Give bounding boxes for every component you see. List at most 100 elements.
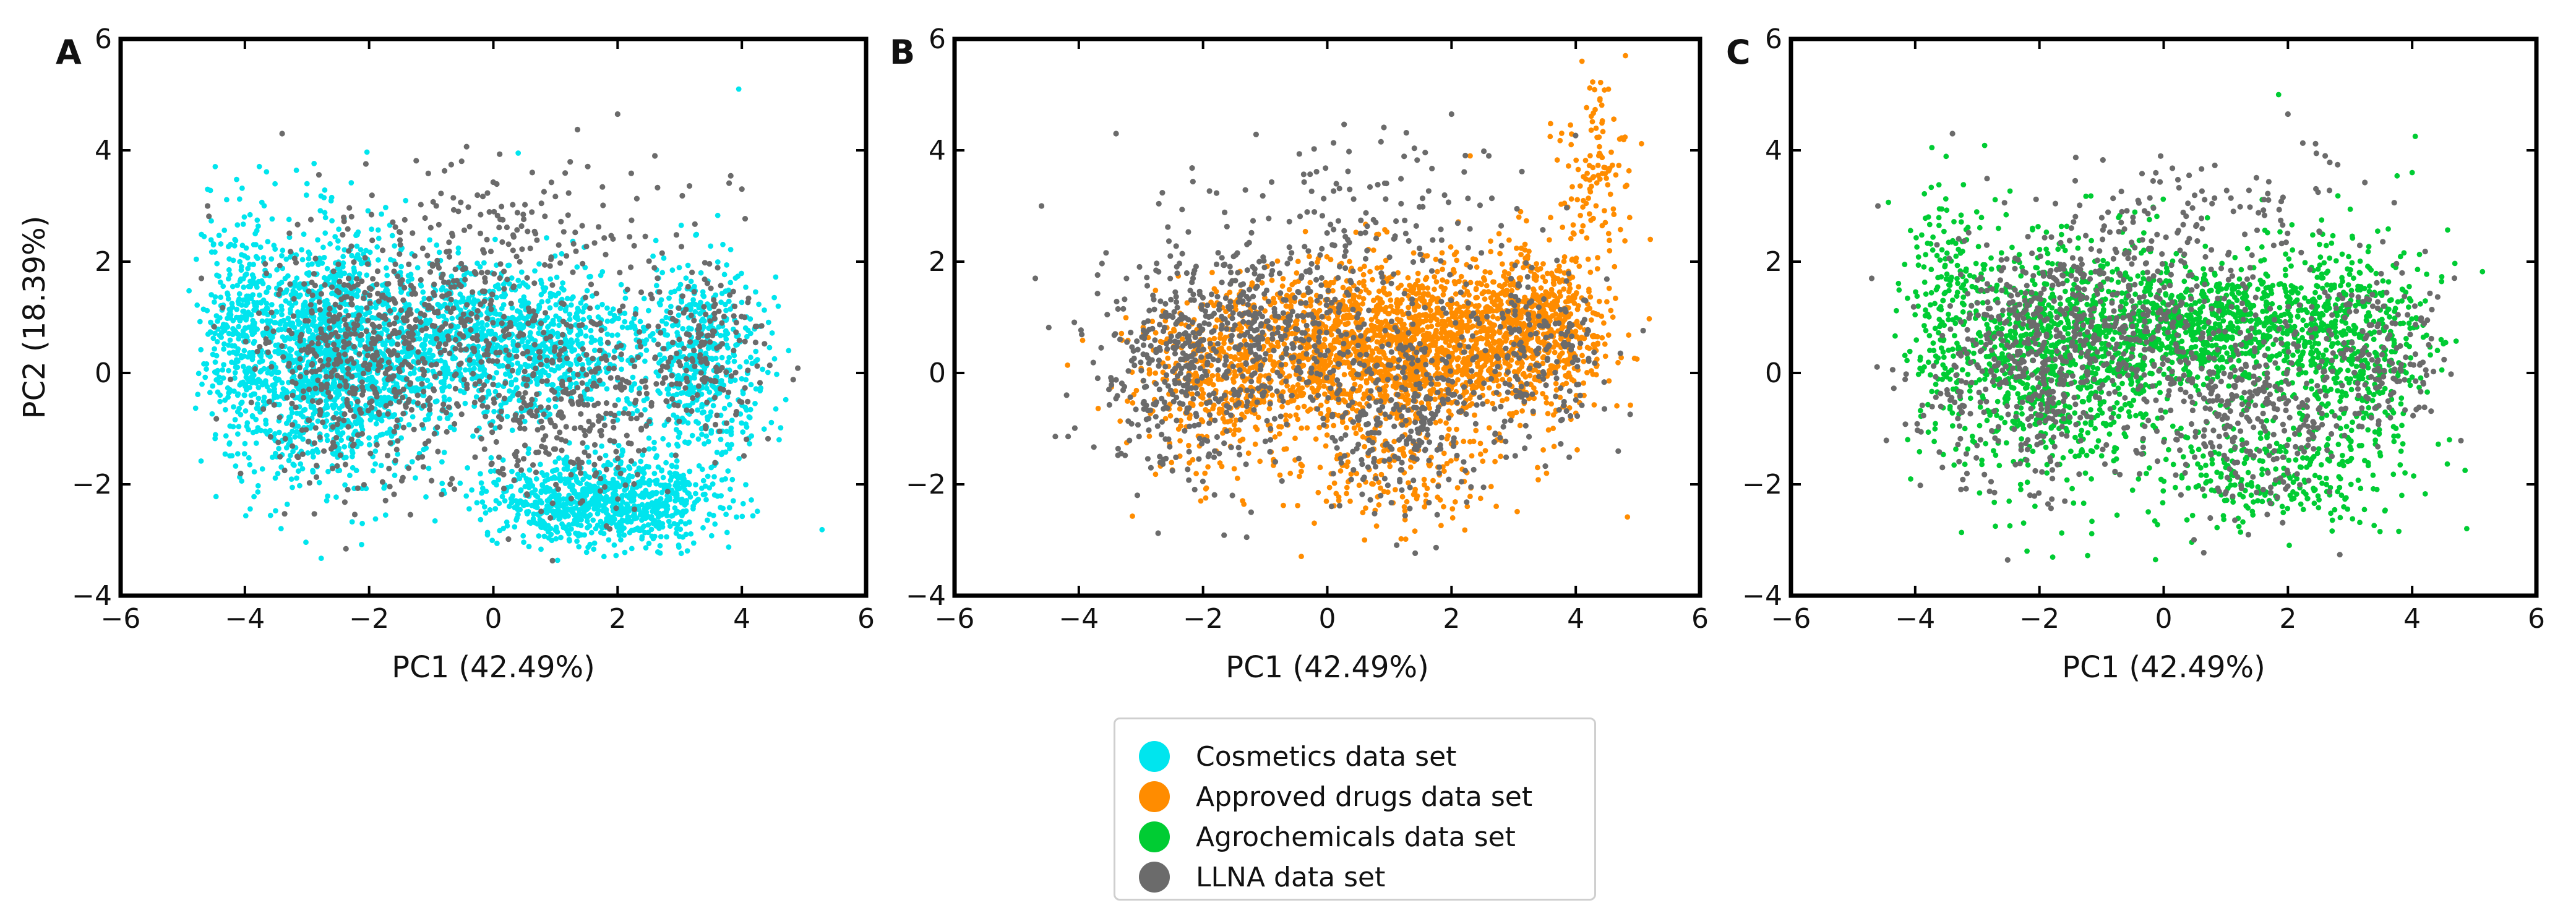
data-point — [364, 261, 371, 267]
data-point — [619, 324, 625, 330]
data-point — [639, 536, 645, 542]
data-point — [520, 533, 526, 539]
data-point — [474, 337, 481, 343]
data-point — [218, 241, 224, 247]
data-point — [598, 272, 604, 278]
data-point — [626, 507, 632, 513]
data-point — [309, 398, 316, 405]
data-point — [345, 275, 352, 281]
data-point — [320, 244, 326, 251]
data-point — [653, 481, 659, 487]
data-point — [548, 531, 554, 538]
data-point — [335, 261, 341, 267]
data-point — [748, 354, 753, 361]
data-point — [401, 216, 408, 223]
data-point — [401, 317, 408, 323]
data-point — [287, 281, 293, 287]
data-point — [423, 333, 429, 339]
data-point — [341, 443, 348, 450]
data-point — [241, 253, 247, 259]
data-point — [527, 479, 533, 486]
data-point — [674, 392, 680, 398]
data-point — [664, 534, 669, 540]
data-point — [209, 411, 215, 417]
data-point — [642, 529, 648, 536]
data-point — [587, 541, 593, 547]
data-point — [357, 332, 364, 339]
data-point — [633, 397, 639, 403]
data-point — [353, 468, 359, 473]
data-point — [387, 440, 393, 446]
data-point — [322, 282, 328, 288]
data-point — [316, 400, 322, 406]
data-point — [496, 382, 502, 388]
data-point — [538, 361, 544, 367]
data-point — [601, 531, 607, 536]
data-point — [509, 305, 515, 311]
data-point — [312, 381, 318, 387]
data-point — [536, 354, 543, 361]
data-point — [405, 273, 411, 279]
data-point — [648, 526, 655, 533]
data-point — [343, 383, 350, 390]
data-point — [410, 285, 416, 291]
data-point — [454, 278, 460, 284]
data-point — [359, 379, 365, 385]
data-point — [756, 301, 762, 307]
data-point — [693, 490, 698, 497]
data-point — [291, 255, 298, 262]
data-point — [761, 426, 767, 432]
data-point — [494, 541, 500, 546]
data-point — [609, 332, 615, 338]
data-point — [752, 401, 758, 406]
data-point — [513, 498, 519, 503]
data-point — [638, 458, 644, 465]
data-point — [255, 405, 262, 411]
data-point — [382, 512, 389, 518]
data-point — [343, 308, 349, 314]
data-point — [686, 325, 692, 331]
data-point — [510, 393, 515, 399]
data-point — [498, 408, 504, 414]
data-point — [511, 478, 517, 484]
data-point — [595, 304, 601, 311]
data-point — [464, 302, 470, 308]
data-point — [325, 493, 330, 499]
data-point — [502, 498, 508, 503]
data-point — [606, 537, 612, 543]
data-point — [655, 464, 661, 470]
data-point — [330, 290, 335, 296]
data-point — [471, 301, 477, 307]
data-point — [300, 414, 306, 420]
data-point — [695, 497, 702, 502]
data-point — [669, 323, 676, 328]
data-point — [640, 475, 646, 481]
data-point — [367, 292, 373, 298]
data-point — [331, 278, 337, 284]
data-point — [614, 332, 620, 338]
data-point — [381, 485, 387, 491]
data-point — [482, 279, 489, 285]
data-point — [385, 411, 391, 417]
data-point — [288, 306, 293, 312]
data-point — [267, 512, 273, 518]
data-point — [708, 533, 715, 539]
data-point — [351, 259, 357, 265]
data-point — [329, 218, 335, 224]
data-point — [494, 294, 500, 301]
data-point — [586, 459, 592, 465]
data-point — [352, 331, 358, 337]
data-point — [241, 348, 247, 354]
data-point — [666, 442, 672, 448]
data-point — [552, 403, 559, 409]
data-point — [309, 322, 316, 328]
data-point — [523, 316, 529, 322]
data-point — [492, 283, 499, 289]
data-point — [448, 323, 454, 329]
data-point — [389, 233, 395, 239]
data-point — [666, 391, 671, 397]
data-point — [479, 490, 484, 496]
data-point — [312, 255, 319, 262]
data-point — [477, 230, 484, 236]
data-point — [231, 388, 237, 394]
